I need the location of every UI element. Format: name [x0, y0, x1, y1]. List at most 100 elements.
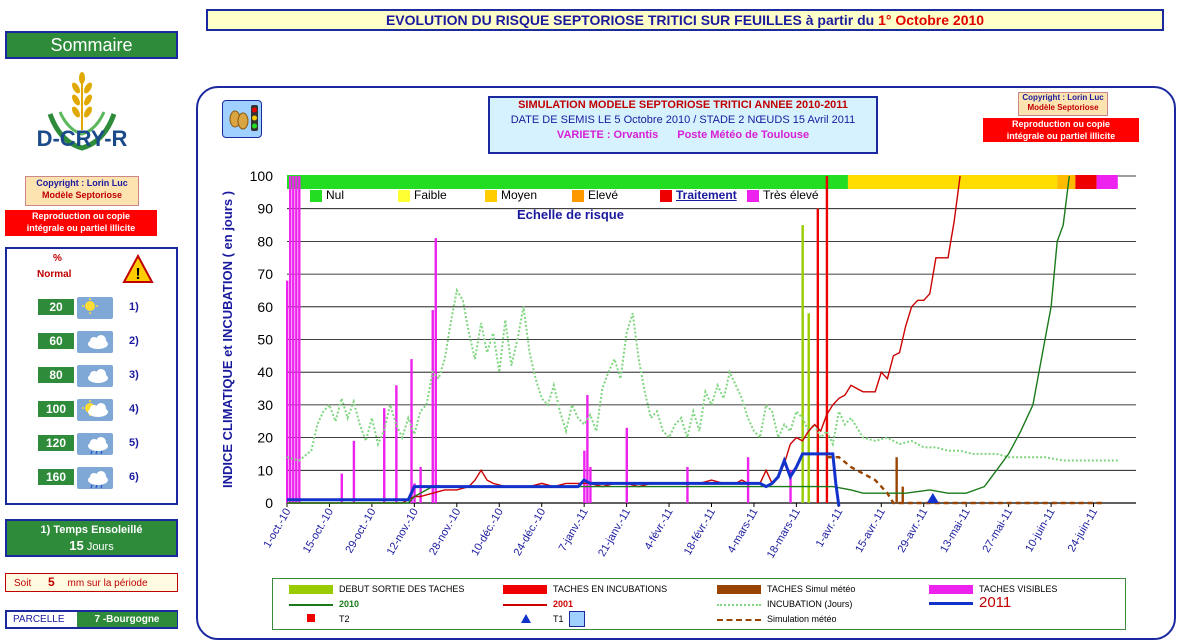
- sommaire-button[interactable]: Sommaire: [5, 31, 178, 59]
- copyright-right-line1: Copyright : Lorin Luc: [1022, 93, 1104, 102]
- cloud-icon[interactable]: [77, 331, 113, 353]
- cloud-rain-icon[interactable]: [77, 433, 113, 455]
- x-tick-label: 15-oct.-10: [301, 507, 336, 556]
- soit-value[interactable]: 5: [48, 575, 55, 589]
- bar: [686, 467, 689, 503]
- risk-swatch: [660, 190, 672, 202]
- x-tick-label: 10-déc.-10: [469, 507, 506, 559]
- scenario-number: 5): [129, 437, 139, 449]
- simulation-variety-row: VARIETE : Orvantis Poste Météo de Toulou…: [490, 128, 876, 143]
- reproduction-warning-left: Reproduction ou copie intégrale ou parti…: [5, 210, 157, 236]
- warning-icon: !: [122, 254, 154, 283]
- risk-swatch: [398, 190, 410, 202]
- legend-label: Simulation météo: [767, 614, 837, 624]
- sun-icon[interactable]: [77, 297, 113, 319]
- series-line: [287, 452, 841, 507]
- simulation-header: SIMULATION MODELE SEPTORIOSE TRITICI ANN…: [488, 96, 878, 154]
- series-line: [826, 456, 1106, 505]
- triangle-marker: [926, 493, 939, 503]
- normal-label: Normal: [37, 269, 72, 280]
- legend-label: DEBUT SORTIE DES TACHES: [339, 584, 465, 594]
- parcelle-box: PARCELLE 7 -Bourgogne: [5, 610, 178, 629]
- x-tick-label: 24-juin-11: [1066, 507, 1100, 555]
- legend-swatch: [717, 585, 761, 594]
- bar: [298, 176, 301, 503]
- x-tick-label: 29-avr.-11: [896, 507, 931, 555]
- rainfall-box: Soit 5 mm sur la période: [5, 573, 178, 592]
- meteo-icon[interactable]: [222, 100, 262, 138]
- bar: [895, 457, 898, 503]
- sunny-weather-box: 1) Temps Ensoleillé 15 Jours: [5, 519, 178, 557]
- copyright-box-left: Copyright : Lorin Luc Modèle Septoriose: [25, 176, 139, 206]
- y-tick-label: 10: [257, 462, 273, 478]
- legend-swatch: [929, 585, 973, 594]
- pct-label: %: [53, 253, 62, 264]
- legend-swatch: [717, 619, 761, 621]
- x-tick-label: 18-mars-11: [765, 507, 803, 561]
- scenario-value[interactable]: 100: [38, 401, 74, 417]
- x-tick-label: 7-janv.-11: [557, 507, 591, 554]
- bar: [816, 208, 820, 503]
- legend-label: T2: [339, 614, 350, 624]
- risk-swatch: [572, 190, 584, 202]
- copyright-line1: Copyright : Lorin Luc: [36, 178, 128, 188]
- x-tick-label: 1-oct.-10: [261, 507, 293, 551]
- y-tick-label: 90: [257, 201, 273, 217]
- legend-swatch: [503, 585, 547, 594]
- risk-band-segment: [1096, 175, 1118, 189]
- sunny-days: 15 Jours: [7, 538, 176, 555]
- cloud-icon[interactable]: [77, 365, 113, 387]
- bar: [419, 467, 422, 503]
- weather-scenario-panel: % Normal ! 20 1) 60 2) 80 3) 100 4) 120 5) 160 6): [5, 247, 178, 505]
- legend-swatch: [929, 602, 973, 605]
- bar: [383, 408, 386, 503]
- sun-cloud-icon[interactable]: [77, 399, 113, 421]
- logo: D-CRY-R: [20, 64, 144, 172]
- legend-label: 2011: [979, 594, 1012, 611]
- bar: [292, 176, 295, 503]
- risk-label: Nul: [326, 188, 345, 202]
- series-line: [286, 287, 1118, 462]
- cloud-rain-icon[interactable]: [77, 467, 113, 489]
- risk-chart: 0 10 20 30 40 50 60 70 80 90 100 INDICE CLIMATIQUE …: [220, 168, 1136, 561]
- risk-band-segment: [1057, 175, 1076, 189]
- risk-legend: Nul Faible Moyen Elevé Traitement Très élevé: [310, 188, 850, 228]
- scenario-value[interactable]: 20: [38, 299, 74, 315]
- scenario-number: 4): [129, 403, 139, 415]
- risk-band-segment: [1075, 175, 1097, 189]
- scenario-value[interactable]: 160: [38, 469, 74, 485]
- x-tick-label: 13-mai-11: [938, 507, 973, 555]
- scenario-number: 3): [129, 369, 139, 381]
- risk-swatch: [310, 190, 322, 202]
- sommaire-label: Sommaire: [50, 35, 133, 55]
- parcelle-label: PARCELLE: [13, 614, 65, 625]
- y-tick-label: 50: [257, 332, 273, 348]
- bar: [589, 467, 592, 503]
- legend-label: TACHES VISIBLES: [979, 584, 1058, 594]
- bar: [413, 483, 416, 503]
- risk-label: Faible: [414, 188, 447, 202]
- legend-label: INCUBATION (Jours): [767, 599, 853, 609]
- bar: [586, 395, 589, 503]
- parcelle-value[interactable]: 7 -Bourgogne: [77, 612, 177, 627]
- scenario-value[interactable]: 80: [38, 367, 74, 383]
- risk-band-segment: [287, 175, 848, 189]
- bar: [434, 238, 437, 503]
- y-tick-label: 20: [257, 430, 273, 446]
- copyright-right-line2: Modèle Septoriose: [1027, 103, 1099, 112]
- scenario-value[interactable]: 120: [38, 435, 74, 451]
- legend-swatch: [717, 604, 761, 606]
- soit-unit: mm sur la période: [67, 578, 148, 589]
- legend-swatch: [503, 604, 547, 606]
- scenario-value[interactable]: 60: [38, 333, 74, 349]
- x-tick-label: 21-janv.-11: [596, 507, 633, 559]
- y-tick-label: 0: [265, 495, 273, 511]
- x-tick-label: 28-nov.-10: [427, 507, 463, 558]
- bottom-legend: DEBUT SORTIE DES TACHES TACHES EN INCUBAT…: [272, 578, 1126, 630]
- copyright-box-right: Copyright : Lorin Luc Modèle Septoriose: [1018, 92, 1108, 116]
- bar: [901, 486, 904, 503]
- x-tick-label: 15-avr.-11: [853, 507, 888, 555]
- repro-line2: intégrale ou partiel illicite: [26, 223, 136, 233]
- legend-swatch: [307, 614, 315, 622]
- scenario-number: 6): [129, 471, 139, 483]
